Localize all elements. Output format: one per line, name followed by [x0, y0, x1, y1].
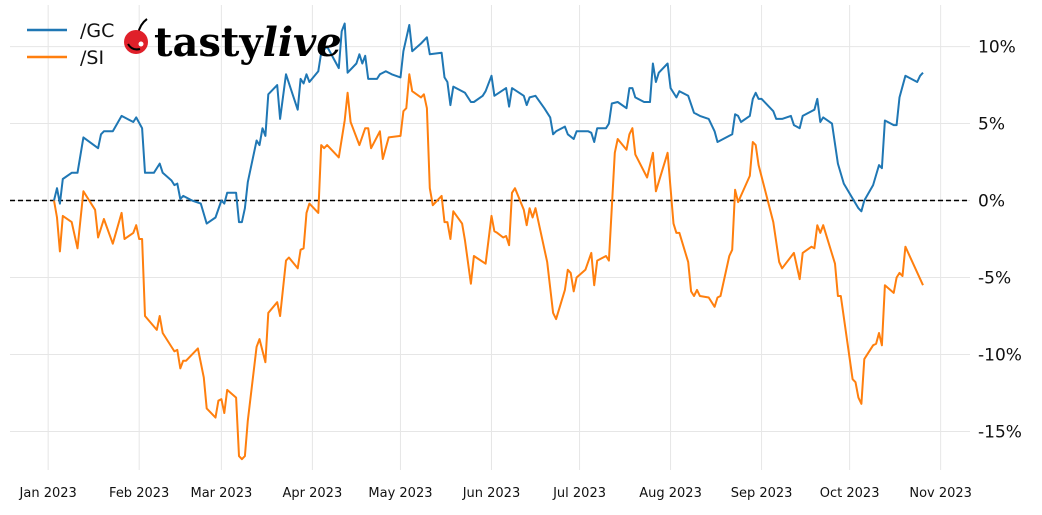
- x-tick-label: Jun 2023: [462, 486, 521, 501]
- x-tick-label: Nov 2023: [909, 486, 972, 501]
- logo-text: tastylive: [154, 19, 342, 66]
- x-axis: Jan 2023 Feb 2023 Mar 2023 Apr 2023 May 2023…: [19, 486, 972, 501]
- y-axis: 10% 5% 0% -5% -10% -15%: [978, 38, 1022, 443]
- y-tick-label: 5%: [978, 115, 1005, 135]
- series-lines: [53, 22, 924, 461]
- x-tick-label: Feb 2023: [109, 486, 169, 501]
- y-tick-label: -15%: [978, 423, 1022, 443]
- y-tick-label: -10%: [978, 346, 1022, 366]
- x-tick-label: Apr 2023: [283, 486, 343, 501]
- logo-text-main: tasty: [154, 19, 264, 66]
- cherry-icon: [124, 18, 148, 54]
- x-tick-label: Aug 2023: [639, 486, 702, 501]
- x-tick-label: Jul 2023: [552, 486, 606, 501]
- x-tick-label: Sep 2023: [731, 486, 793, 501]
- y-tick-label: 10%: [978, 38, 1016, 58]
- x-tick-label: Jan 2023: [19, 486, 77, 501]
- logo-text-italic: live: [263, 19, 342, 66]
- series-si: [53, 73, 924, 461]
- series-line: [53, 73, 924, 461]
- legend-label-si: /SI: [80, 47, 104, 69]
- y-tick-label: -5%: [978, 269, 1011, 289]
- x-tick-label: Oct 2023: [820, 486, 880, 501]
- x-tick-label: Mar 2023: [191, 486, 253, 501]
- series-line: [53, 22, 924, 225]
- series-gc: [53, 22, 924, 225]
- y-tick-label: 0%: [978, 192, 1005, 212]
- legend: /GC /SI: [27, 20, 114, 69]
- legend-label-gc: /GC: [80, 20, 114, 42]
- x-tick-label: May 2023: [368, 486, 432, 501]
- tastylive-logo: tastylive: [124, 18, 342, 66]
